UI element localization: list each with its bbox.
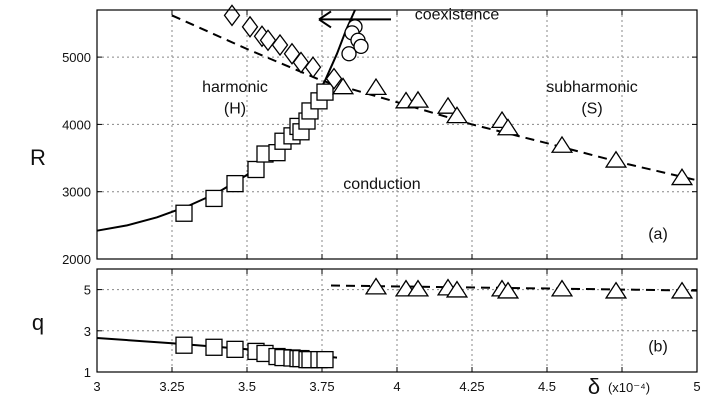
triangle-marker-a-0 bbox=[331, 77, 355, 95]
triangle-marker-b-8 bbox=[604, 281, 628, 299]
diamond-marker-a-0 bbox=[223, 4, 241, 27]
x-tick-label-3: 3.75 bbox=[309, 379, 334, 394]
y-tick-label-b-1: 3 bbox=[84, 324, 91, 339]
diamond-marker-a-6 bbox=[292, 51, 310, 74]
plot-frame-b bbox=[96, 268, 698, 373]
y-tick-label-b-0: 1 bbox=[84, 365, 91, 380]
square-marker-a-1 bbox=[205, 189, 223, 208]
square-marker-a-3 bbox=[247, 160, 265, 179]
y-tick-label-a-0: 2000 bbox=[62, 252, 91, 267]
triangle-marker-a-3 bbox=[406, 90, 430, 108]
x-axis-unit: (x10⁻⁴) bbox=[608, 380, 650, 395]
triangle-marker-b-2 bbox=[406, 279, 430, 297]
diamond-marker-a-1 bbox=[241, 15, 259, 38]
diamond-marker-a-4 bbox=[271, 33, 289, 57]
x-tick-label-1: 3.25 bbox=[159, 379, 184, 394]
panel-label-a: (a) bbox=[648, 226, 668, 243]
annotation-a-0: coexistence bbox=[415, 6, 500, 23]
y-tick-label-a-2: 4000 bbox=[62, 117, 91, 132]
square-marker-a-2 bbox=[226, 174, 244, 193]
square-marker-a-13 bbox=[316, 83, 334, 101]
dashed-curve-a-1 bbox=[171, 14, 698, 182]
annotation-a-2: (H) bbox=[224, 101, 246, 118]
circle-marker-a-3 bbox=[353, 38, 369, 54]
x-tick-label-0: 3 bbox=[93, 379, 100, 394]
x-tick-label-8: 5 bbox=[693, 379, 700, 394]
panel-label-b: (b) bbox=[648, 338, 668, 355]
triangle-marker-a-7 bbox=[496, 118, 520, 136]
diamond-marker-a-8 bbox=[325, 67, 343, 90]
y-axis-label-b: q bbox=[32, 310, 44, 335]
triangle-marker-a-10 bbox=[670, 168, 694, 186]
annotation-a-5: conduction bbox=[343, 176, 420, 193]
triangle-marker-a-8 bbox=[550, 135, 574, 153]
triangle-marker-b-9 bbox=[670, 281, 694, 299]
solid-curve-a-0 bbox=[96, 9, 356, 232]
triangle-marker-a-4 bbox=[436, 96, 460, 114]
square-marker-b-0 bbox=[175, 336, 193, 354]
triangle-marker-a-1 bbox=[364, 77, 388, 96]
square-marker-b-1 bbox=[205, 338, 223, 356]
diamond-marker-a-7 bbox=[304, 56, 322, 79]
x-tick-label-6: 4.5 bbox=[538, 379, 556, 394]
dashed-curve-b-1 bbox=[330, 284, 698, 292]
x-axis-label: δ bbox=[588, 374, 600, 399]
x-tick-label-5: 4.25 bbox=[459, 379, 484, 394]
y-axis-label-a: R bbox=[30, 145, 46, 170]
y-tick-label-a-1: 3000 bbox=[62, 185, 91, 200]
square-marker-b-13 bbox=[316, 350, 334, 369]
triangle-marker-b-0 bbox=[364, 277, 388, 295]
diamond-marker-a-3 bbox=[259, 29, 277, 52]
triangle-marker-a-5 bbox=[445, 106, 469, 124]
panel-a: 2000 3000 4000 5000 coexistence harmonic (H) su… bbox=[30, 4, 698, 267]
annotation-a-4: (S) bbox=[581, 101, 602, 118]
square-marker-a-0 bbox=[175, 204, 193, 222]
triangle-marker-b-4 bbox=[445, 280, 469, 298]
x-tick-label-4: 4 bbox=[393, 379, 400, 394]
square-marker-b-2 bbox=[226, 340, 244, 358]
plot-frame-a bbox=[96, 9, 698, 260]
y-tick-label-b-2: 5 bbox=[84, 283, 91, 298]
x-tick-label-2: 3.5 bbox=[238, 379, 256, 394]
triangle-marker-b-6 bbox=[496, 281, 520, 299]
triangle-marker-b-7 bbox=[550, 279, 574, 297]
annotation-a-3: subharmonic bbox=[546, 79, 638, 96]
arrow-head-a bbox=[318, 10, 332, 29]
triangle-marker-a-9 bbox=[604, 150, 628, 168]
circle-marker-a-4 bbox=[341, 46, 357, 62]
annotation-a-1: harmonic bbox=[202, 79, 268, 96]
y-tick-label-a-3: 5000 bbox=[62, 50, 91, 65]
